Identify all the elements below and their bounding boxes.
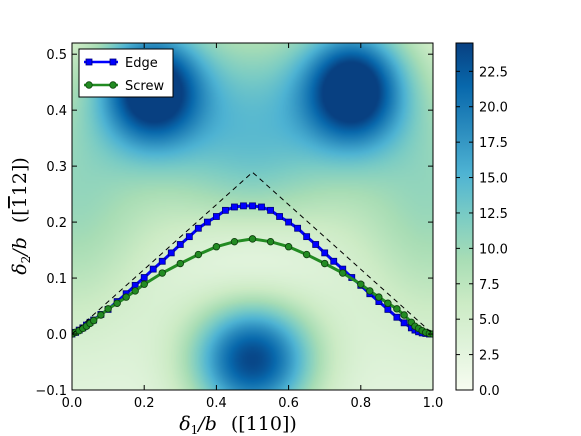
y-ticks: −0.1 0.0 0.1 0.2 0.3 0.4 0.5	[35, 48, 433, 399]
data-point-screw	[375, 293, 383, 301]
data-point-screw	[284, 243, 293, 251]
data-point-screw	[339, 269, 347, 277]
data-point-edge	[194, 224, 202, 232]
data-point-edge	[249, 202, 256, 210]
x-tick-label: 0.0	[62, 396, 83, 411]
y-tick-label: 0.1	[46, 272, 67, 287]
colorbar-tick-label: 7.5	[479, 278, 500, 293]
data-point-edge	[158, 257, 166, 265]
data-point-screw	[176, 259, 184, 268]
y-tick-label: 0.3	[46, 160, 67, 175]
data-point-screw	[122, 293, 130, 301]
x-axis-label: δ1/b ([110])	[179, 413, 297, 436]
data-point-edge	[176, 241, 184, 248]
legend-item-screw: Screw	[84, 79, 164, 94]
data-point-edge	[400, 319, 408, 327]
data-point-screw	[212, 243, 221, 251]
colorbar-tick-label: 20.0	[479, 101, 508, 116]
legend-label-screw: Screw	[125, 79, 164, 94]
data-point-screw	[400, 311, 408, 319]
data-point-screw	[366, 287, 374, 295]
y-tick-label: −0.1	[35, 384, 67, 399]
data-point-edge	[285, 218, 293, 226]
x-ticks: 0.0 0.2 0.4 0.6 0.8 1.0	[62, 43, 444, 411]
data-point-edge	[203, 218, 211, 226]
legend-box	[78, 48, 174, 98]
colorbar-tick-label: 0.0	[479, 384, 500, 399]
colorbar-tick-label: 2.5	[479, 349, 500, 364]
data-point-screw	[302, 250, 311, 259]
data-point-screw	[89, 316, 98, 325]
data-point-edge	[185, 233, 193, 241]
x-tick-label: 1.0	[423, 396, 444, 411]
data-point-edge	[330, 257, 338, 265]
data-point-edge	[276, 213, 283, 220]
series-layer	[72, 171, 433, 338]
colorbar-tick-label: 5.0	[479, 313, 500, 328]
data-point-edge	[294, 224, 302, 232]
data-point-screw	[230, 237, 239, 246]
legend-label-edge: Edge	[125, 56, 158, 71]
data-point-edge	[384, 306, 392, 313]
colorbar: 0.0 2.5 5.0 7.5 10.0 12.5 15.0 17.5 20.0 22.5	[455, 42, 508, 399]
data-point-screw	[140, 280, 148, 288]
data-point-screw	[357, 280, 365, 288]
data-point-edge	[149, 265, 157, 273]
data-point-screw	[158, 269, 166, 277]
colorbar-tick-label: 12.5	[479, 207, 508, 222]
data-point-screw	[131, 287, 139, 295]
x-tick-label: 0.6	[278, 396, 299, 411]
y-tick-label: 0.2	[46, 216, 67, 231]
data-point-edge	[312, 241, 320, 248]
x-tick-label: 0.4	[206, 396, 227, 411]
colorbar-tick-label: 22.5	[479, 65, 508, 80]
data-point-edge	[267, 206, 274, 214]
data-point-edge	[258, 203, 265, 211]
data-point-edge	[393, 313, 401, 321]
data-point-edge	[303, 233, 311, 241]
data-point-screw	[393, 305, 401, 313]
y-axis-label: δ2/b([112])	[9, 157, 33, 275]
colorbar-tick-label: 17.5	[479, 136, 508, 151]
data-point-screw	[113, 299, 121, 307]
y-tick-label: 0.0	[46, 328, 67, 343]
data-point-screw	[97, 311, 105, 319]
data-point-screw	[248, 235, 257, 243]
data-point-edge	[167, 249, 175, 257]
data-point-screw	[104, 305, 112, 313]
plot-frame	[71, 42, 434, 391]
data-point-edge	[222, 206, 229, 214]
data-point-edge	[140, 274, 148, 281]
y-tick-label: 0.4	[46, 104, 67, 119]
data-point-edge	[231, 203, 238, 211]
data-point-edge	[321, 249, 329, 257]
x-tick-label: 0.2	[134, 396, 155, 411]
data-point-screw	[266, 237, 275, 246]
data-point-screw	[194, 250, 203, 259]
heatmap	[72, 43, 433, 390]
data-point-screw	[321, 259, 329, 268]
legend: Edge Screw	[78, 48, 174, 98]
colorbar-gradient	[455, 42, 474, 391]
y-tick-label: 0.5	[46, 48, 67, 63]
x-tick-label: 0.8	[350, 396, 371, 411]
colorbar-tick-label: 15.0	[479, 172, 508, 187]
colorbar-tick-label: 10.0	[479, 242, 508, 257]
data-point-screw	[384, 299, 392, 307]
data-point-edge	[240, 202, 247, 210]
colorbar-ticks: 0.0 2.5 5.0 7.5 10.0 12.5 15.0 17.5 20.0 22.5	[456, 65, 508, 399]
legend-item-edge: Edge	[84, 56, 158, 71]
data-point-edge	[212, 213, 220, 220]
